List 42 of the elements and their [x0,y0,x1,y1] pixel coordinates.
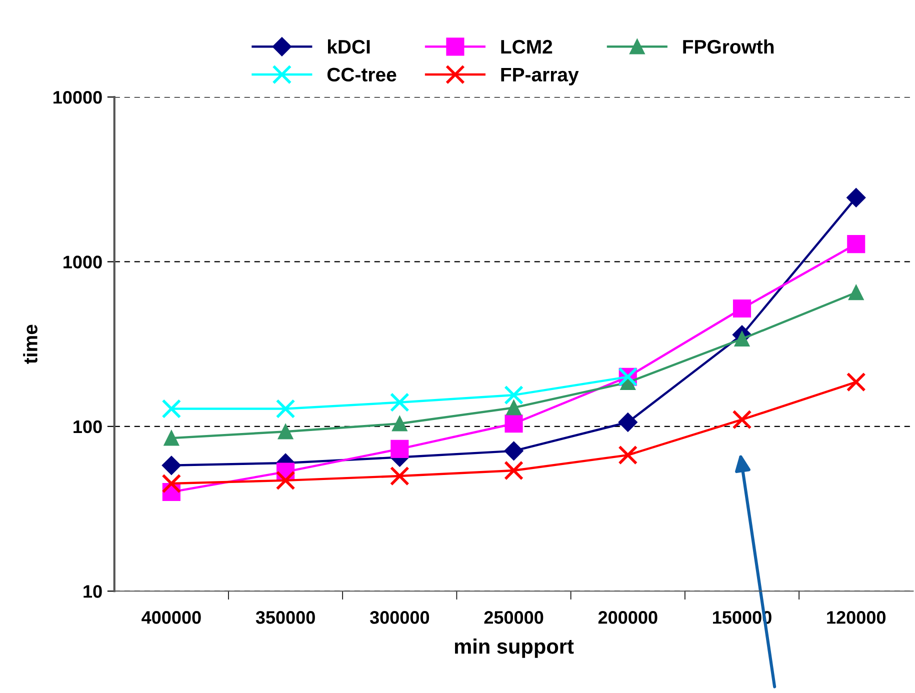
point [848,284,864,300]
legend-label: FP-array [501,68,579,86]
point [504,441,524,460]
point [390,466,410,486]
y-tick-label: 100 [74,420,102,434]
point [732,299,752,318]
y-tick-label: 10000 [54,90,102,104]
x-tick-label: 200000 [598,611,658,624]
x-axis-title: min support [454,638,574,658]
x-tick-label: 300000 [370,611,430,624]
point [278,424,294,440]
legend-label: LCM2 [501,40,552,54]
point [618,412,638,432]
x-tick-label: 400000 [142,611,201,624]
point [618,445,638,465]
point [734,331,750,347]
x-tick-label: 250000 [484,611,544,624]
point [506,400,522,416]
y-axis-title: time [23,324,38,364]
legend-label: CC-tree [327,68,396,82]
point [504,460,524,480]
point [846,188,866,208]
legend-label: kDCI [328,39,370,54]
point [390,392,410,412]
point [847,235,866,254]
point [390,440,409,458]
point [276,470,296,490]
point [164,430,180,446]
point [504,414,523,433]
legend-label: FPGrowth [683,39,774,54]
y-tick-label: 10 [84,585,102,598]
x-tick-label: 350000 [256,611,315,624]
point [162,474,182,494]
point [162,399,182,418]
point [504,385,524,405]
x-tick-label: 120000 [827,611,886,624]
point [162,456,181,475]
point [846,372,866,392]
y-tick-label: 1000 [64,256,102,268]
point [276,399,296,418]
point [392,416,408,432]
point [732,410,752,430]
